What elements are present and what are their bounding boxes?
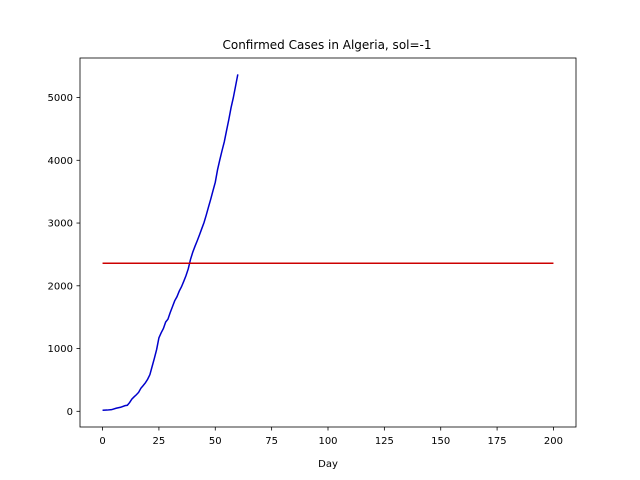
x-tick-label: 150 [431, 436, 450, 447]
chart-title: Confirmed Cases in Algeria, sol=-1 [222, 38, 431, 52]
y-tick-label: 5000 [48, 93, 73, 104]
x-tick-label: 100 [318, 436, 337, 447]
x-tick-label: 0 [99, 436, 105, 447]
x-tick-label: 25 [153, 436, 166, 447]
y-tick-label: 4000 [48, 156, 73, 167]
y-tick-label: 3000 [48, 219, 73, 230]
y-tick-label: 1000 [48, 344, 73, 355]
x-tick-label: 75 [265, 436, 278, 447]
plot-area [102, 74, 554, 411]
x-tick-label: 175 [488, 436, 507, 447]
plot-frame [79, 57, 577, 428]
x-axis: 0 25 50 75 100 125 150 175 200 [99, 427, 563, 447]
y-tick-label: 2000 [48, 281, 73, 292]
x-tick-label: 200 [544, 436, 563, 447]
y-axis: 0 1000 2000 3000 4000 5000 [48, 93, 80, 418]
x-tick-label: 125 [375, 436, 394, 447]
x-axis-label: Day [318, 459, 338, 470]
x-tick-label: 50 [209, 436, 222, 447]
y-tick-label: 0 [67, 407, 73, 418]
series-line-0 [102, 74, 239, 411]
